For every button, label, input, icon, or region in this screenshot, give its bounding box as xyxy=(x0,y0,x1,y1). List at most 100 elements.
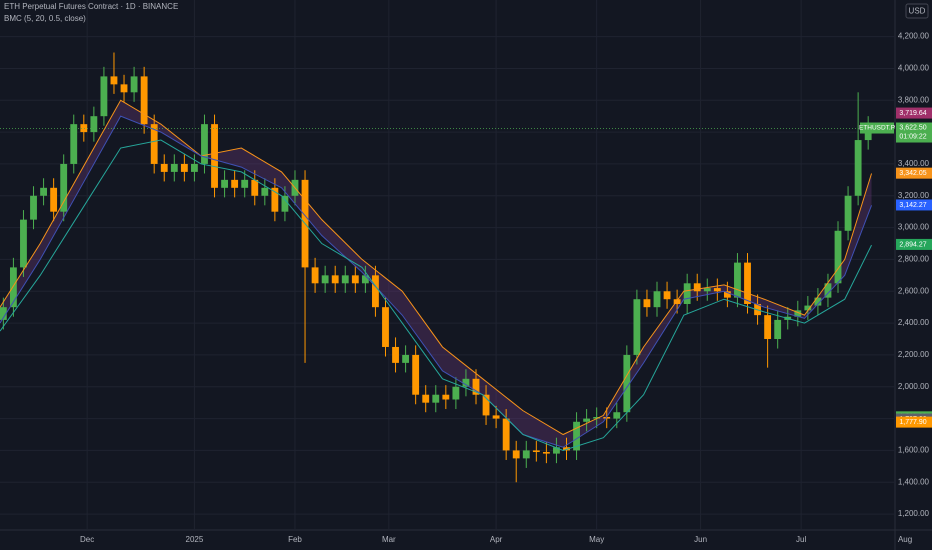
candle-body xyxy=(20,219,27,268)
price-label-box xyxy=(896,167,932,179)
y-tick-label: 2,600.00 xyxy=(898,286,930,295)
y-tick-label: 2,000.00 xyxy=(898,382,930,391)
unit-label[interactable]: USD xyxy=(909,7,926,16)
candle-body xyxy=(412,354,420,395)
x-tick-label: 2025 xyxy=(186,535,204,544)
candle-body xyxy=(643,299,651,308)
candle-body xyxy=(0,307,7,320)
candle-body xyxy=(382,307,389,347)
candle-body xyxy=(180,163,188,172)
y-tick-label: 2,800.00 xyxy=(898,255,930,264)
candle-body xyxy=(693,283,701,292)
candle-body xyxy=(392,346,399,363)
candle-body xyxy=(120,84,128,93)
indicator-line xyxy=(0,139,872,451)
candle-body xyxy=(70,124,78,164)
candle-body xyxy=(442,394,450,400)
candle-body xyxy=(764,315,772,340)
price-label: 3,342.05 xyxy=(899,170,926,177)
candle-body xyxy=(372,275,379,308)
candle-body xyxy=(573,421,580,451)
y-tick-label: 1,400.00 xyxy=(898,477,930,486)
candle-body xyxy=(402,354,410,363)
candle-body xyxy=(311,267,319,284)
y-tick-label: 4,200.00 xyxy=(898,32,930,41)
candle-body xyxy=(623,354,631,413)
candle-body xyxy=(361,275,369,284)
candle-body xyxy=(40,187,47,196)
y-tick-label: 3,200.00 xyxy=(898,191,930,200)
candle-body xyxy=(814,297,822,306)
candle-body xyxy=(683,283,691,304)
candle-body xyxy=(452,386,460,400)
candle-body xyxy=(50,187,58,212)
candle-body xyxy=(532,450,540,453)
indicator-line xyxy=(0,99,873,436)
symbol-box xyxy=(860,122,894,134)
last-price-label: 3,622.50 xyxy=(899,124,926,131)
candle-body xyxy=(30,195,37,220)
candle-body xyxy=(492,415,500,419)
price-label-box xyxy=(896,199,932,211)
candle-body xyxy=(834,230,842,284)
x-tick-label: Aug xyxy=(898,535,912,544)
candle-body xyxy=(653,291,661,308)
candle-body xyxy=(472,378,480,395)
candle-body xyxy=(221,179,229,188)
x-tick-label: May xyxy=(589,535,604,544)
candle-body xyxy=(603,416,611,419)
price-label: 3,142.27 xyxy=(899,202,926,209)
candle-body xyxy=(512,450,520,459)
candle-body xyxy=(713,288,721,292)
candle-body xyxy=(9,267,17,308)
candle-body xyxy=(351,275,359,284)
candle-body xyxy=(231,179,239,188)
indicator-label: BMC (5, 20, 0.5, close) xyxy=(4,14,86,23)
candle-body xyxy=(110,76,118,85)
candle-body xyxy=(211,124,218,188)
candle-body xyxy=(100,76,108,117)
x-tick-label: Apr xyxy=(490,535,503,544)
candle-body xyxy=(150,124,158,164)
candle-body xyxy=(774,319,782,340)
candle-body xyxy=(432,394,440,403)
candle-body xyxy=(553,447,560,454)
candle-body xyxy=(593,416,601,419)
y-tick-label: 1,600.00 xyxy=(898,446,930,455)
candle-body xyxy=(522,450,530,459)
candle-body xyxy=(261,187,269,196)
candle-body xyxy=(341,275,349,284)
candle-body xyxy=(633,299,641,355)
candle-body xyxy=(723,291,731,298)
y-tick-label: 3,400.00 xyxy=(898,159,930,168)
candle-body xyxy=(854,140,862,196)
unit-box[interactable] xyxy=(905,3,929,19)
price-label-box xyxy=(896,107,932,119)
x-tick-label: Jun xyxy=(694,535,707,544)
candle-body xyxy=(60,163,68,212)
candle-body xyxy=(864,128,872,141)
plot xyxy=(0,52,873,483)
x-tick-label: Jul xyxy=(796,535,806,544)
candle-body xyxy=(663,291,671,300)
candle-body xyxy=(703,288,711,292)
y-tick-label: 3,000.00 xyxy=(898,223,930,232)
candle-body xyxy=(80,124,88,133)
candle-body xyxy=(804,305,812,311)
candle-body xyxy=(130,76,138,93)
symbol-label: ETHUSDT.P xyxy=(859,125,895,132)
candle-body xyxy=(502,418,510,451)
price-label-box xyxy=(896,416,932,428)
candle-body xyxy=(170,163,178,172)
candle-body xyxy=(844,195,852,231)
candle-body xyxy=(744,262,751,304)
candle-body xyxy=(140,76,148,125)
candle-body xyxy=(794,310,802,317)
y-tick-label: 4,000.00 xyxy=(898,64,930,73)
price-label-box xyxy=(896,238,932,250)
candle-body xyxy=(673,299,681,304)
candle-body xyxy=(613,412,621,419)
y-tick-label: 2,400.00 xyxy=(898,318,930,327)
